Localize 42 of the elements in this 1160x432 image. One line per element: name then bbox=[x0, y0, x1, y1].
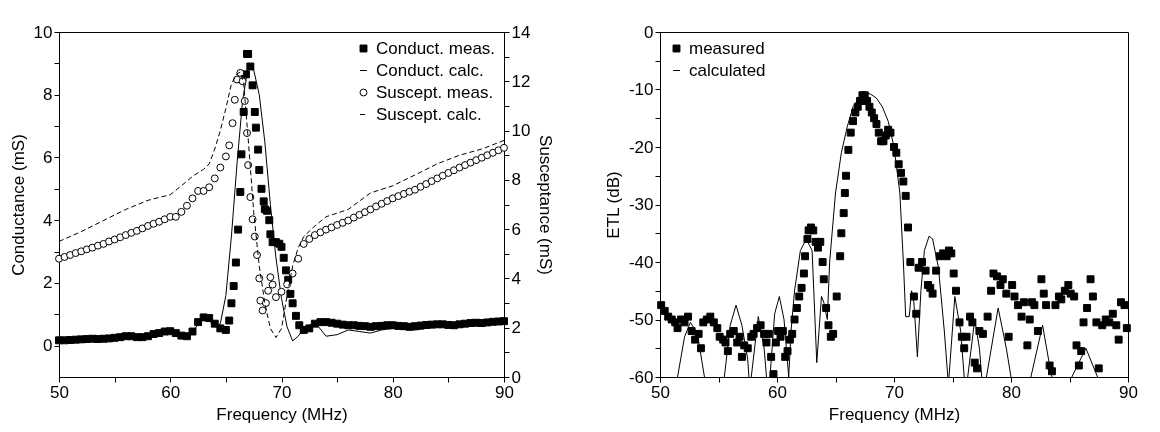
x-tick-label: 50 bbox=[651, 382, 670, 402]
y2-tick-label: 12 bbox=[511, 71, 531, 91]
x-tick-label: 90 bbox=[1119, 382, 1138, 402]
x-tick-label: 50 bbox=[50, 382, 69, 402]
y-tick-label: -60 bbox=[628, 367, 654, 387]
y-tick-label: 8 bbox=[43, 85, 53, 105]
x-tick-label: 90 bbox=[495, 382, 514, 402]
legend-label: measured bbox=[689, 38, 765, 58]
x-tick-label: 80 bbox=[383, 382, 403, 402]
y2-tick-label: 14 bbox=[511, 22, 531, 42]
y-tick-label: 0 bbox=[644, 22, 654, 42]
x-axis-title: Frequency (MHz) bbox=[216, 404, 348, 424]
legend-label: Suscept. calc. bbox=[376, 104, 482, 124]
legend-label: Conduct. calc. bbox=[376, 60, 484, 80]
y2-axis-title: Susceptance (mS) bbox=[536, 135, 556, 275]
y-tick-label: -20 bbox=[628, 137, 654, 157]
x-tick-label: 70 bbox=[272, 382, 292, 402]
y-tick-label: 10 bbox=[33, 22, 53, 42]
y-axis-title: ETL (dB) bbox=[603, 171, 623, 239]
y-axis-title: Conductance (mS) bbox=[8, 134, 28, 276]
x-tick-label: 60 bbox=[768, 382, 787, 402]
legend-label: calculated bbox=[689, 60, 766, 80]
y2-tick-label: 4 bbox=[511, 268, 521, 288]
y-tick-label: 4 bbox=[43, 210, 53, 230]
y2-tick-label: 6 bbox=[511, 219, 521, 239]
y-tick-label: 0 bbox=[43, 336, 53, 356]
x-tick-label: 60 bbox=[161, 382, 181, 402]
legend-label: Suscept. meas. bbox=[376, 82, 494, 102]
y2-tick-label: 2 bbox=[511, 318, 521, 338]
y2-tick-label: 0 bbox=[511, 367, 521, 387]
legend-label: Conduct. meas. bbox=[376, 38, 496, 58]
y-tick-label: 6 bbox=[43, 147, 53, 167]
x-tick-label: 80 bbox=[1002, 382, 1021, 402]
y2-tick-label: 8 bbox=[511, 170, 521, 190]
y-tick-label: -40 bbox=[628, 252, 654, 272]
x-axis-title: Frequency (MHz) bbox=[828, 404, 961, 424]
y-tick-label: -30 bbox=[628, 195, 654, 214]
y-tick-label: -50 bbox=[628, 310, 654, 329]
y-tick-label: -10 bbox=[628, 80, 654, 99]
y2-tick-label: 10 bbox=[511, 121, 531, 141]
y-tick-label: 2 bbox=[43, 273, 53, 293]
x-tick-label: 70 bbox=[885, 382, 904, 402]
